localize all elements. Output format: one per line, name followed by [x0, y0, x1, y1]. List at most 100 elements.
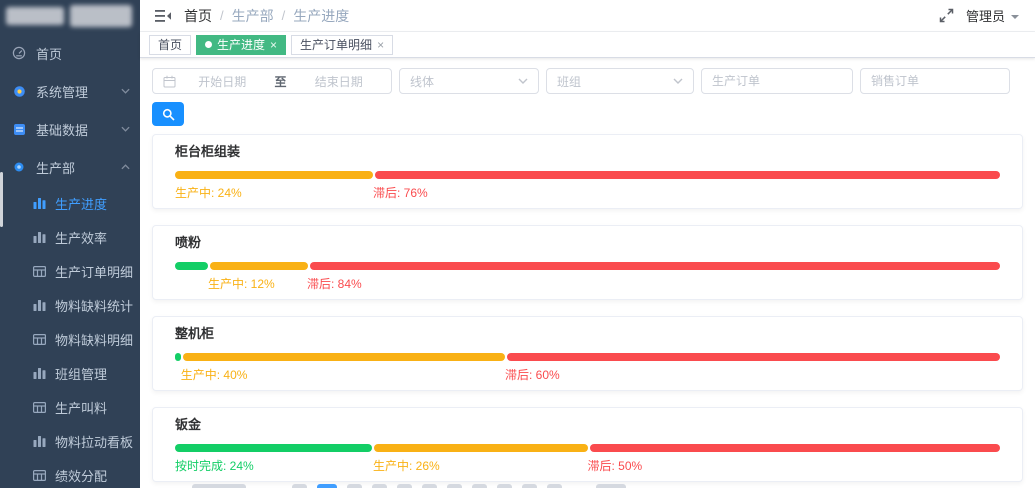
team-select[interactable]: 班组	[546, 68, 694, 94]
close-icon[interactable]: ×	[377, 37, 385, 52]
breadcrumb: 首页 / 生产部 / 生产进度	[184, 6, 349, 26]
progress-segment	[507, 353, 1000, 361]
progress-segment	[175, 171, 373, 179]
progress-segment	[209, 262, 309, 270]
logo-redacted-blob	[6, 7, 64, 25]
search-button[interactable]	[152, 102, 184, 126]
pagination-page[interactable]	[497, 484, 512, 488]
sidebar-subitem[interactable]: 物料缺料明细	[0, 322, 140, 356]
fullscreen-icon[interactable]	[939, 8, 954, 23]
active-dot	[205, 41, 213, 48]
progress-segment	[589, 444, 1000, 452]
start-date-placeholder: 开始日期	[198, 74, 247, 89]
pagination-prev[interactable]	[292, 484, 307, 488]
progress-segment	[374, 444, 588, 452]
progress-labels: 生产中: 40% 滞后: 60%	[175, 366, 1000, 382]
sidebar-item-label: 生产部	[36, 160, 76, 176]
sidebar-scrollbar[interactable]	[0, 172, 3, 227]
chevron-down-icon	[673, 78, 683, 84]
pagination-page[interactable]	[422, 484, 437, 488]
bar-chart-icon	[32, 299, 47, 311]
sidebar-item[interactable]: 基础数据	[0, 110, 140, 148]
logo-redacted-blob	[70, 5, 132, 27]
line-select[interactable]: 线体	[399, 68, 539, 94]
pagination-page[interactable]	[472, 484, 487, 488]
tabs-bar: 首页 × 生产进度 × 生产订单明细 ×	[140, 32, 1035, 58]
sidebar-subitem[interactable]: 物料拉动看板	[0, 424, 140, 458]
sidebar-item-label: 系统管理	[36, 84, 89, 100]
segment-label: 滞后: 76%	[373, 186, 428, 200]
pagination-current[interactable]	[317, 484, 337, 488]
sidebar-subitem[interactable]: 班组管理	[0, 356, 140, 390]
progress-card: 钣金 按时完成: 24% 生产中: 26% 滞后: 50%	[152, 407, 1023, 482]
sales-order-input[interactable]	[871, 74, 999, 88]
caret-down-icon[interactable]	[1011, 14, 1019, 23]
bar-chart-icon	[32, 197, 47, 209]
team-select-placeholder: 班组	[557, 74, 582, 89]
sidebar-item[interactable]: 生产部	[0, 148, 140, 186]
progress-card: 喷粉 生产中: 12% 滞后: 84%	[152, 225, 1023, 300]
progress-segment	[175, 353, 181, 361]
progress-labels: 生产中: 24% 滞后: 76%	[175, 184, 1000, 200]
pagination-page[interactable]	[347, 484, 362, 488]
end-date-placeholder: 结束日期	[314, 74, 363, 89]
hamburger-icon[interactable]	[140, 9, 184, 23]
card-title: 喷粉	[175, 235, 202, 250]
pagination-jumper[interactable]	[596, 484, 626, 488]
sidebar-subitem[interactable]: 绩效分配	[0, 458, 140, 488]
chevron-down-icon	[121, 88, 130, 94]
progress-segment	[374, 171, 1000, 179]
pagination-page[interactable]	[522, 484, 537, 488]
sidebar-subitem-label: 物料拉动看板	[55, 434, 134, 450]
chevron-down-icon	[518, 78, 528, 84]
segment-label: 生产中: 24%	[175, 186, 242, 200]
user-menu[interactable]: 管理员	[965, 9, 1005, 24]
system-icon	[11, 85, 27, 98]
progress-card: 整机柜 生产中: 40% 滞后: 60%	[152, 316, 1023, 391]
pagination-page[interactable]	[372, 484, 387, 488]
table-icon	[32, 333, 47, 345]
tab[interactable]: 生产进度 ×	[196, 34, 287, 55]
close-icon[interactable]: ×	[270, 37, 278, 52]
sales-order-field	[860, 68, 1010, 94]
progress-bar	[175, 444, 1000, 452]
pagination-sizes[interactable]	[192, 484, 246, 488]
pagination-page[interactable]	[447, 484, 462, 488]
card-title: 柜台柜组装	[175, 144, 241, 159]
pagination-next[interactable]	[547, 484, 562, 488]
breadcrumb-department: 生产部	[231, 7, 274, 24]
progress-segment	[310, 262, 1000, 270]
progress-labels: 按时完成: 24% 生产中: 26% 滞后: 50%	[175, 457, 1000, 473]
breadcrumb-separator: /	[281, 8, 286, 23]
card-title: 整机柜	[175, 326, 215, 341]
sidebar: 首页 系统管理 基础数据 生产部 生产进度 生产效率 生产订单明细 物料缺料统计…	[0, 0, 140, 488]
tab[interactable]: 生产订单明细 ×	[291, 34, 394, 55]
sidebar-item[interactable]: 首页	[0, 34, 140, 72]
breadcrumb-home[interactable]: 首页	[184, 7, 212, 24]
progress-bar	[175, 262, 1000, 270]
sidebar-subitem-label: 班组管理	[55, 366, 108, 382]
production-order-input[interactable]	[712, 74, 842, 88]
breadcrumb-separator: /	[220, 8, 224, 23]
sidebar-menu: 首页 系统管理 基础数据 生产部 生产进度 生产效率 生产订单明细 物料缺料统计…	[0, 34, 140, 488]
progress-segment	[175, 262, 208, 270]
content: 开始日期 至 结束日期 线体 班组	[140, 58, 1035, 488]
dashboard-icon	[11, 46, 27, 60]
pagination-page[interactable]	[397, 484, 412, 488]
dot-icon	[11, 161, 27, 173]
tab-label: 生产进度	[217, 38, 266, 52]
table-icon	[32, 469, 47, 481]
date-range-picker[interactable]: 开始日期 至 结束日期	[152, 68, 392, 94]
segment-label: 滞后: 50%	[587, 459, 643, 473]
sidebar-subitem[interactable]: 物料缺料统计	[0, 288, 140, 322]
sidebar-subitem[interactable]: 生产进度	[0, 186, 140, 220]
tab[interactable]: 首页 ×	[149, 34, 192, 55]
sidebar-subitem-label: 生产进度	[55, 196, 108, 212]
chevron-up-icon	[121, 164, 130, 170]
sidebar-subitem[interactable]: 生产叫料	[0, 390, 140, 424]
sidebar-subitem-label: 生产效率	[55, 230, 108, 246]
sidebar-subitem[interactable]: 生产效率	[0, 220, 140, 254]
sidebar-subitem-label: 生产叫料	[55, 400, 108, 416]
sidebar-subitem[interactable]: 生产订单明细	[0, 254, 140, 288]
sidebar-item[interactable]: 系统管理	[0, 72, 140, 110]
